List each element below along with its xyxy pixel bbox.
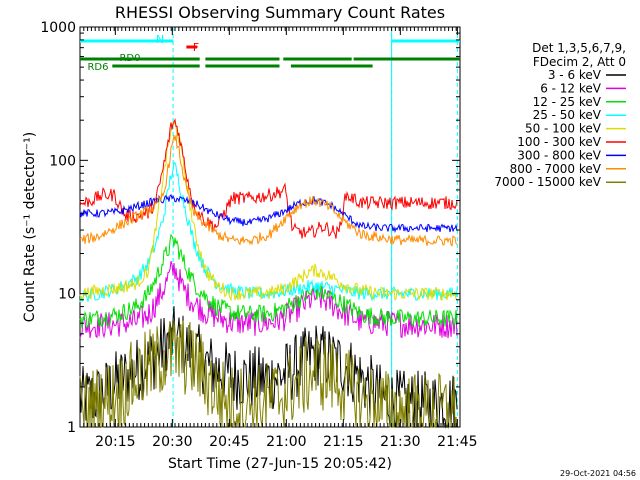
x-tick-label: 20:15 xyxy=(95,434,135,450)
x-tick-label: 20:30 xyxy=(152,434,192,450)
chart-title: RHESSI Observing Summary Count Rates xyxy=(115,3,445,22)
series-line-8 xyxy=(79,135,458,247)
generation-timestamp: 29-Oct-2021 04:56 xyxy=(560,469,636,478)
annotation-n-label: N xyxy=(156,33,164,46)
series-line-5 xyxy=(79,121,458,302)
legend-label-4: 25 - 50 keV xyxy=(533,108,602,122)
series-line-3 xyxy=(79,233,458,329)
axes: 20:15 20:30 20:45 21:00 21:15 21:30 21:45 1 10 10… xyxy=(40,20,477,450)
x-tick-label: 20:45 xyxy=(209,434,249,450)
plot-area xyxy=(79,26,461,429)
y-tick-label: 1 xyxy=(67,420,76,436)
x-tick-label: 21:00 xyxy=(266,434,306,450)
series-line-9 xyxy=(79,320,458,428)
annotation-rd6-label: RD6 xyxy=(87,62,108,73)
eclipse-markers xyxy=(172,27,458,427)
x-axis-label: Start Time (27-Jun-15 20:05:42) xyxy=(168,456,392,472)
legend-label-3: 12 - 25 keV xyxy=(533,95,602,109)
legend-label-7: 300 - 800 keV xyxy=(517,148,601,162)
legend-header-line-1: Det 1,3,5,6,7,9, xyxy=(532,41,626,55)
y-tick-label: 100 xyxy=(49,153,76,169)
legend-label-8: 800 - 7000 keV xyxy=(510,162,602,176)
series-line-4 xyxy=(79,162,458,303)
annotation-rd0-label: RD0 xyxy=(119,53,140,64)
annotation-f-label: F xyxy=(193,41,199,54)
legend-label-1: 3 - 6 keV xyxy=(548,68,602,82)
y-tick-label: 1000 xyxy=(40,20,76,36)
y-tick-label: 10 xyxy=(58,287,76,303)
x-tick-label: 21:45 xyxy=(437,434,477,450)
y-axis-label: Count Rate (s⁻¹ detector⁻¹) xyxy=(22,132,38,322)
legend-header-line-2: FDecim 2, Att 0 xyxy=(533,55,626,69)
legend-label-5: 50 - 100 keV xyxy=(525,122,602,136)
legend-label-6: 100 - 300 keV xyxy=(517,135,601,149)
series-line-2 xyxy=(79,261,458,339)
series-layer xyxy=(79,118,458,429)
legend-label-2: 6 - 12 keV xyxy=(540,81,602,95)
flag-bars xyxy=(80,39,460,68)
x-tick-label: 21:15 xyxy=(323,434,363,450)
x-tick-label: 21:30 xyxy=(380,434,420,450)
legend-label-9: 7000 - 15000 keV xyxy=(494,175,601,189)
legend: Det 1,3,5,6,7,9, FDecim 2, Att 0 3 - 6 k… xyxy=(494,41,626,189)
series-line-7 xyxy=(79,193,458,234)
